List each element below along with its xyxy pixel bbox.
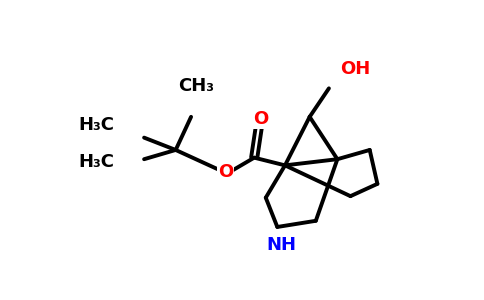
Text: H₃C: H₃C <box>78 116 114 134</box>
Text: O: O <box>253 110 268 128</box>
Text: NH: NH <box>266 236 296 254</box>
Text: O: O <box>218 163 233 181</box>
Text: OH: OH <box>340 60 371 78</box>
Text: CH₃: CH₃ <box>179 77 214 95</box>
Text: H₃C: H₃C <box>78 152 114 170</box>
